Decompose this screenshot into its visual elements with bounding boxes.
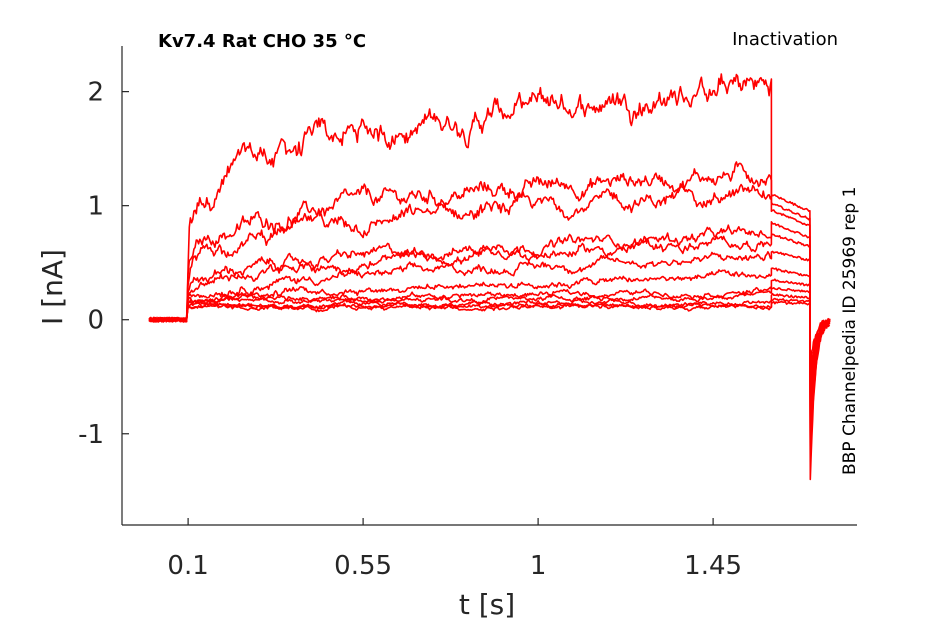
current-traces bbox=[148, 73, 831, 481]
chart-title: Kv7.4 Rat CHO 35 °C bbox=[158, 31, 366, 52]
current-trace bbox=[148, 161, 831, 375]
current-trace bbox=[148, 278, 830, 440]
current-trace bbox=[148, 250, 831, 419]
x-tick-label: 1.45 bbox=[684, 551, 742, 581]
current-trace bbox=[148, 73, 831, 369]
y-axis-label: I [nA] bbox=[36, 249, 69, 325]
current-trace bbox=[148, 292, 830, 456]
current-trace bbox=[148, 233, 831, 406]
x-tick-label: 0.1 bbox=[167, 551, 208, 581]
y-tick-label: 1 bbox=[87, 192, 104, 222]
current-trace bbox=[148, 183, 831, 388]
x-tick-label: 1 bbox=[530, 551, 547, 581]
current-trace bbox=[149, 287, 831, 448]
current-trace bbox=[148, 300, 831, 481]
x-axis-label: t [s] bbox=[459, 588, 515, 621]
y-axis: -1 0 1 2 bbox=[78, 46, 129, 525]
y-tick-label: 0 bbox=[87, 306, 104, 336]
current-trace bbox=[149, 221, 830, 400]
current-trace bbox=[148, 297, 831, 469]
y-tick-label: -1 bbox=[78, 420, 104, 450]
x-tick-label: 0.55 bbox=[334, 551, 392, 581]
chart-subtitle: Inactivation bbox=[732, 29, 838, 50]
current-trace bbox=[149, 267, 830, 425]
x-axis: 0.1 0.55 1 1.45 bbox=[122, 518, 857, 581]
side-note: BBP Channelpedia ID 25969 rep 1 bbox=[840, 187, 860, 475]
y-tick-label: 2 bbox=[87, 78, 104, 108]
